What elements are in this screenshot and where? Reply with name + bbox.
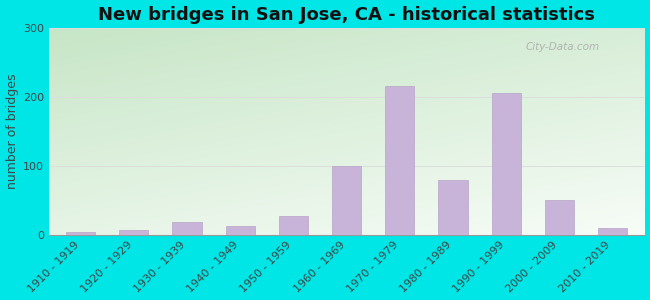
Bar (332, 166, 361, 235)
Bar (172, 222, 202, 235)
Bar (279, 216, 308, 235)
Text: City-Data.com: City-Data.com (525, 42, 599, 52)
Bar (598, 228, 627, 235)
Bar (491, 93, 521, 235)
Bar (66, 232, 96, 235)
Y-axis label: number of bridges: number of bridges (6, 74, 19, 189)
Bar (119, 230, 148, 235)
Title: New bridges in San Jose, CA - historical statistics: New bridges in San Jose, CA - historical… (98, 6, 595, 24)
Bar (385, 86, 415, 235)
Bar (545, 200, 574, 235)
Bar (438, 179, 467, 235)
Bar (226, 226, 255, 235)
